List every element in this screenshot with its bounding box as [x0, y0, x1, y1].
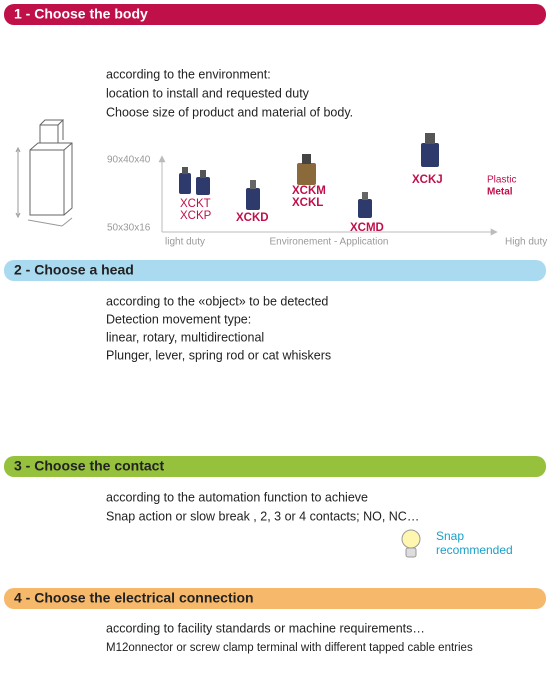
product-label: XCKL [292, 197, 323, 209]
body-text: according to the automation function to … [106, 490, 368, 504]
note: Snap [436, 529, 464, 543]
body-text: Choose size of product and material of b… [106, 105, 353, 119]
note: recommended [436, 543, 513, 557]
product-label: XCMD [350, 222, 384, 234]
body-text: location to install and requested duty [106, 86, 310, 100]
page: 1 - Choose the body 2 - Choose a head 3 … [0, 0, 558, 675]
axis-label: light duty [165, 237, 205, 248]
body-text: linear, rotary, multidirectional [106, 330, 264, 344]
product-label: XCKD [236, 212, 269, 224]
product-label: XCKM [292, 185, 326, 197]
product-label: XCKJ [412, 174, 443, 186]
body-text: Plunger, lever, spring rod or cat whiske… [106, 348, 331, 362]
body-text: M12onnector or screw clamp terminal with… [106, 642, 473, 654]
body-text: Snap action or slow break , 2, 3 or 4 co… [106, 509, 419, 523]
body-text: according to facility standards or machi… [106, 621, 425, 635]
body-text: Detection movement type: [106, 312, 251, 326]
product-label: XCKT [180, 198, 211, 210]
section-title: 3 - Choose the contact [14, 458, 164, 474]
axis-label: Environement - Application [270, 237, 389, 248]
size-label: 90x40x40 [107, 155, 151, 166]
axis-label: High duty [505, 237, 547, 248]
product-label: XCKP [180, 210, 212, 222]
body-icon [16, 120, 72, 226]
section-title: 2 - Choose a head [14, 262, 134, 278]
bulb-icon [402, 530, 420, 557]
body-text: according to the «object» to be detected [106, 294, 328, 308]
size-label: 50x30x16 [107, 223, 151, 234]
section-title: 4 - Choose the electrical connection [14, 590, 254, 606]
section-title: 1 - Choose the body [14, 6, 148, 22]
body-text: according to the environment: [106, 67, 271, 81]
material-label: Plastic [487, 175, 516, 186]
material-label: Metal [487, 187, 513, 198]
